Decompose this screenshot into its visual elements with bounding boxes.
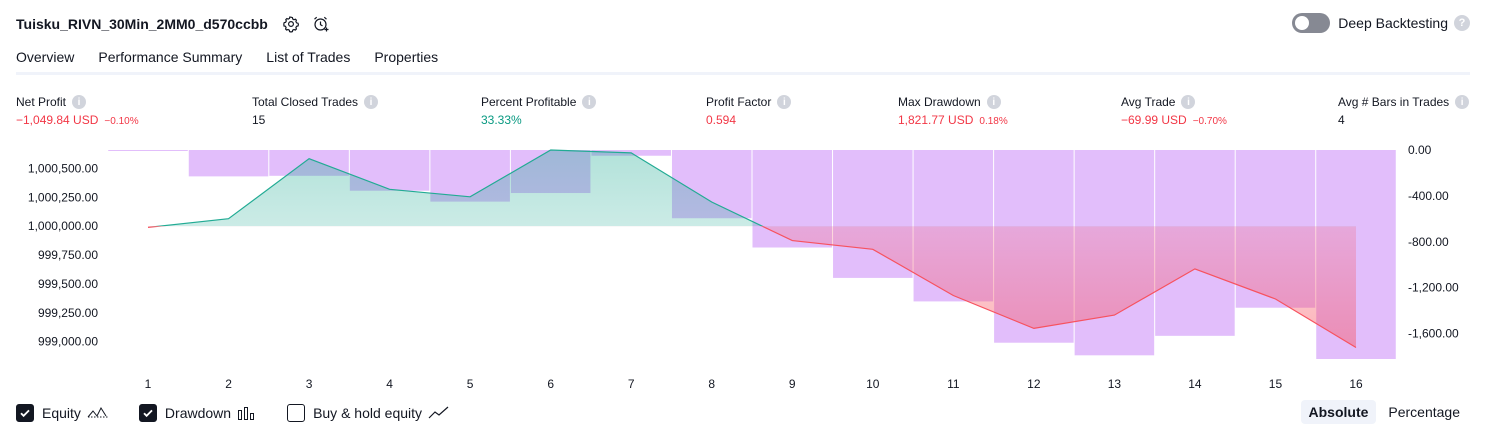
stat-value: −69.99 USD [1121, 113, 1187, 127]
equity-line-icon [87, 406, 109, 420]
stat-sub-value: −0.10% [104, 116, 138, 127]
absolute-button[interactable]: Absolute [1301, 400, 1377, 424]
x-axis: 1 2 3 4 5 6 7 8 9 10 11 12 13 14 15 16 [145, 377, 1363, 391]
stat-value: 15 [252, 113, 265, 127]
x-axis-tick-label: 7 [628, 377, 635, 391]
left-axis-tick-label: 999,750.00 [38, 248, 98, 262]
stat-value: 33.33% [481, 113, 522, 127]
checkbox-checked-icon[interactable] [139, 404, 157, 422]
value-mode-switch: Absolute Percentage [1297, 400, 1469, 424]
info-icon[interactable]: i [987, 95, 1001, 109]
right-axis: 0.00 -400.00 -800.00 -1,200.00 -1,600.00 [1408, 143, 1459, 341]
stat-label: Total Closed Trades [252, 95, 358, 109]
chart-legend: Equity Drawdown Buy & hold equity [16, 402, 480, 424]
check-mark-icon [142, 407, 154, 419]
deep-backtesting: Deep Backtesting ? [1292, 13, 1470, 33]
checkbox-checked-icon[interactable] [16, 404, 34, 422]
right-axis-tick-label: -1,600.00 [1408, 327, 1459, 341]
x-axis-tick-label: 3 [306, 377, 313, 391]
info-icon[interactable]: i [1455, 95, 1469, 109]
legend-drawdown-label: Drawdown [165, 405, 231, 421]
stat-total-closed-trades: Total Closed Trades i 15 [252, 94, 378, 127]
stat-net-profit: Net Profit i −1,049.84 USD −0.10% [16, 94, 139, 127]
stat-percent-profitable: Percent Profitable i 33.33% [481, 94, 596, 127]
checkbox-unchecked-icon[interactable] [287, 404, 305, 422]
alarm-icon-graphic [312, 15, 330, 33]
info-icon[interactable]: i [1181, 95, 1195, 109]
x-axis-tick-label: 2 [225, 377, 232, 391]
drawdown-bar [189, 150, 269, 176]
legend-drawdown[interactable]: Drawdown [139, 404, 257, 422]
info-icon[interactable]: i [72, 95, 86, 109]
x-axis-tick-label: 5 [467, 377, 474, 391]
left-axis-tick-label: 999,000.00 [38, 335, 98, 349]
tabs-divider [16, 72, 1470, 75]
stat-label: Avg Trade [1121, 95, 1175, 109]
right-axis-tick-label: 0.00 [1408, 143, 1432, 157]
x-axis-tick-label: 11 [947, 377, 960, 391]
x-axis-tick-label: 1 [145, 377, 152, 391]
x-axis-tick-label: 6 [547, 377, 554, 391]
info-icon[interactable]: i [364, 95, 378, 109]
left-axis-tick-label: 999,250.00 [38, 306, 98, 320]
x-axis-tick-label: 13 [1108, 377, 1122, 391]
buy-hold-line-icon [428, 406, 450, 420]
drawdown-bars-icon-graphic [237, 406, 257, 420]
x-axis-tick-label: 12 [1027, 377, 1041, 391]
deep-backtesting-label: Deep Backtesting [1338, 15, 1448, 31]
legend-buy-hold-label: Buy & hold equity [313, 405, 422, 421]
stats-row: Net Profit i −1,049.84 USD −0.10% Total Cl… [16, 94, 1470, 134]
equity-line-icon-graphic [87, 406, 109, 420]
stat-label: Net Profit [16, 95, 66, 109]
stat-value: 1,821.77 USD [898, 113, 973, 127]
x-axis-tick-label: 8 [708, 377, 715, 391]
x-axis-tick-label: 9 [789, 377, 796, 391]
strategy-header: Tuisku_RIVN_30Min_2MM0_d570ccbb [16, 12, 342, 36]
settings-gear-icon[interactable] [282, 15, 300, 33]
x-axis-tick-label: 4 [386, 377, 393, 391]
left-axis-tick-label: 999,500.00 [38, 277, 98, 291]
left-axis: 1,000,500.00 1,000,250.00 1,000,000.00 999,… [28, 161, 98, 348]
legend-equity-label: Equity [42, 405, 81, 421]
drawdown-bar [108, 150, 188, 151]
x-axis-tick-label: 14 [1188, 377, 1202, 391]
stat-label: Percent Profitable [481, 95, 576, 109]
stat-label: Profit Factor [706, 95, 771, 109]
stat-label: Max Drawdown [898, 95, 981, 109]
help-icon[interactable]: ? [1454, 15, 1470, 31]
stat-sub-value: −0.70% [1193, 116, 1227, 127]
toggle-knob [1295, 16, 1309, 30]
stat-sub-value: 0.18% [979, 116, 1007, 127]
right-axis-tick-label: -800.00 [1408, 235, 1449, 249]
add-alert-clock-icon[interactable] [312, 15, 330, 33]
deep-backtesting-toggle[interactable] [1292, 13, 1330, 33]
gear-icon-graphic [282, 15, 300, 33]
info-icon[interactable]: i [777, 95, 791, 109]
check-mark-icon [19, 407, 31, 419]
stat-value: 0.594 [706, 113, 736, 127]
left-axis-tick-label: 1,000,250.00 [28, 190, 98, 204]
stat-value: 4 [1338, 113, 1345, 127]
buy-hold-line-icon-graphic [428, 406, 450, 420]
stat-profit-factor: Profit Factor i 0.594 [706, 94, 791, 127]
stat-max-drawdown: Max Drawdown i 1,821.77 USD 0.18% [898, 94, 1008, 127]
x-axis-tick-label: 10 [866, 377, 880, 391]
legend-equity[interactable]: Equity [16, 404, 109, 422]
drawdown-bars-icon [237, 406, 257, 420]
right-axis-tick-label: -1,200.00 [1408, 281, 1459, 295]
stat-label: Avg # Bars in Trades [1338, 95, 1449, 109]
left-axis-tick-label: 1,000,500.00 [28, 161, 98, 175]
strategy-title: Tuisku_RIVN_30Min_2MM0_d570ccbb [16, 16, 268, 32]
equity-drawdown-chart[interactable]: 1,000,500.00 1,000,250.00 1,000,000.00 999,… [0, 140, 1486, 396]
x-axis-tick-label: 16 [1349, 377, 1363, 391]
stat-avg-bars: Avg # Bars in Trades i 4 [1338, 94, 1469, 127]
right-axis-tick-label: -400.00 [1408, 189, 1449, 203]
left-axis-tick-label: 1,000,000.00 [28, 219, 98, 233]
info-icon[interactable]: i [582, 95, 596, 109]
percentage-button[interactable]: Percentage [1380, 400, 1468, 424]
legend-buy-hold[interactable]: Buy & hold equity [287, 404, 450, 422]
stat-avg-trade: Avg Trade i −69.99 USD −0.70% [1121, 94, 1227, 127]
x-axis-tick-label: 15 [1269, 377, 1283, 391]
stat-value: −1,049.84 USD [16, 113, 98, 127]
